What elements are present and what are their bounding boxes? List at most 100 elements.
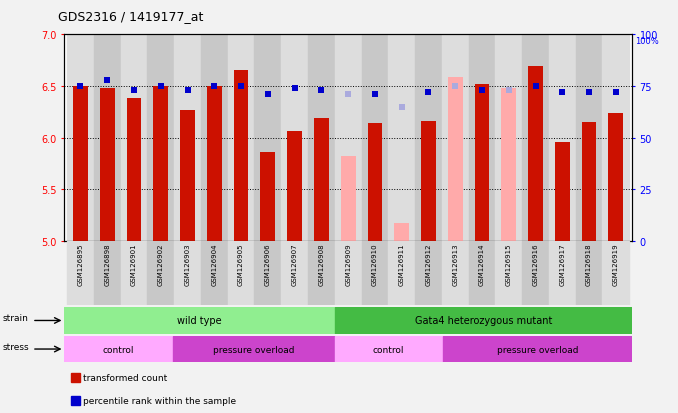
Bar — [442, 35, 468, 242]
Text: wild type: wild type — [177, 316, 222, 326]
Bar — [94, 35, 121, 242]
Bar — [582, 123, 597, 242]
Bar — [308, 242, 335, 306]
Text: GSM126903: GSM126903 — [184, 243, 191, 285]
Bar — [234, 71, 248, 242]
Bar — [172, 336, 335, 363]
Text: GSM126898: GSM126898 — [104, 243, 111, 285]
Text: 100%: 100% — [635, 37, 659, 46]
Text: GSM126917: GSM126917 — [559, 243, 565, 285]
Bar — [73, 87, 88, 242]
Text: GSM126907: GSM126907 — [292, 243, 298, 285]
Bar — [468, 35, 496, 242]
Bar — [147, 35, 174, 242]
Text: Gata4 heterozygous mutant: Gata4 heterozygous mutant — [414, 316, 552, 326]
Bar — [496, 242, 522, 306]
Text: GSM126904: GSM126904 — [212, 243, 218, 285]
Bar — [528, 67, 543, 242]
Bar — [576, 35, 603, 242]
Bar — [254, 242, 281, 306]
Bar — [281, 242, 308, 306]
Bar — [254, 35, 281, 242]
Text: GSM126916: GSM126916 — [532, 243, 538, 285]
Bar — [388, 35, 415, 242]
Text: GSM126911: GSM126911 — [399, 243, 405, 285]
Bar — [335, 336, 443, 363]
Text: transformed count: transformed count — [83, 373, 167, 382]
Text: GSM126915: GSM126915 — [506, 243, 512, 285]
Text: pressure overload: pressure overload — [213, 345, 294, 354]
Bar — [421, 122, 436, 242]
Bar — [442, 242, 468, 306]
Bar — [287, 132, 302, 242]
Bar — [207, 87, 222, 242]
Text: GSM126901: GSM126901 — [131, 243, 137, 285]
Text: GSM126910: GSM126910 — [372, 243, 378, 285]
Text: GSM126914: GSM126914 — [479, 243, 485, 285]
Bar — [335, 307, 632, 334]
Bar — [180, 111, 195, 242]
Bar — [201, 35, 228, 242]
Bar — [64, 307, 335, 334]
Text: control: control — [373, 345, 405, 354]
Text: GSM126919: GSM126919 — [613, 243, 619, 285]
Bar — [496, 35, 522, 242]
Text: stress: stress — [2, 342, 28, 351]
Bar — [522, 242, 549, 306]
Bar — [127, 99, 142, 242]
Text: GSM126895: GSM126895 — [77, 243, 83, 285]
Bar — [576, 242, 603, 306]
Bar — [608, 114, 623, 242]
Text: GSM126905: GSM126905 — [238, 243, 244, 285]
Bar — [228, 242, 254, 306]
Bar — [147, 242, 174, 306]
Text: GSM126908: GSM126908 — [319, 243, 324, 285]
Bar — [335, 242, 361, 306]
Text: GSM126913: GSM126913 — [452, 243, 458, 285]
Bar — [448, 78, 462, 242]
Bar — [174, 35, 201, 242]
Text: pressure overload: pressure overload — [496, 345, 578, 354]
Bar — [121, 242, 147, 306]
Bar — [201, 242, 228, 306]
Text: control: control — [102, 345, 134, 354]
Bar — [367, 124, 382, 242]
Bar — [555, 142, 570, 242]
Bar — [388, 242, 415, 306]
Bar — [228, 35, 254, 242]
Text: GSM126902: GSM126902 — [158, 243, 164, 285]
Bar — [361, 242, 388, 306]
Bar — [67, 35, 94, 242]
Bar — [100, 89, 115, 242]
Text: percentile rank within the sample: percentile rank within the sample — [83, 396, 236, 405]
Text: GSM126909: GSM126909 — [345, 243, 351, 285]
Bar — [522, 35, 549, 242]
Bar — [475, 85, 490, 242]
Bar — [468, 242, 496, 306]
Bar — [335, 35, 361, 242]
Bar — [603, 242, 629, 306]
Bar — [314, 119, 329, 242]
Bar — [549, 242, 576, 306]
Bar — [415, 35, 442, 242]
Bar — [260, 153, 275, 242]
Text: strain: strain — [2, 313, 28, 323]
Bar — [67, 242, 94, 306]
Text: GSM126912: GSM126912 — [426, 243, 431, 285]
Bar — [443, 336, 632, 363]
Bar — [502, 89, 516, 242]
Bar — [121, 35, 147, 242]
Bar — [94, 242, 121, 306]
Bar — [281, 35, 308, 242]
Bar — [603, 35, 629, 242]
Bar — [395, 223, 409, 242]
Bar — [153, 87, 168, 242]
Bar — [361, 35, 388, 242]
Bar — [549, 35, 576, 242]
Bar — [415, 242, 442, 306]
Text: GSM126918: GSM126918 — [586, 243, 592, 285]
Bar — [308, 35, 335, 242]
Text: GDS2316 / 1419177_at: GDS2316 / 1419177_at — [58, 10, 203, 23]
Bar — [174, 242, 201, 306]
Bar — [64, 336, 172, 363]
